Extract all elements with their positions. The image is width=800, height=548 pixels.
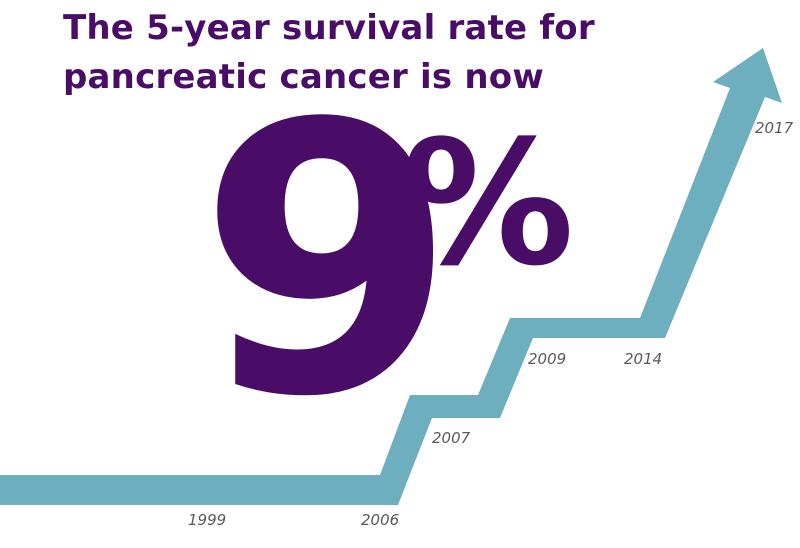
- year-label-2006: 2006: [361, 511, 399, 529]
- x-axis-tick-labels: 1999 2006 2007 2009 2014 2017: [188, 119, 794, 529]
- percent-sign: %: [402, 103, 575, 304]
- headline-line-1: The 5-year survival rate for: [63, 8, 595, 48]
- headline: The 5-year survival rate for pancreatic …: [63, 4, 623, 102]
- survival-rate-number: 9: [198, 45, 457, 478]
- year-label-2017: 2017: [755, 119, 794, 137]
- headline-line-2: pancreatic cancer is now: [63, 57, 544, 97]
- year-label-1999: 1999: [188, 511, 226, 529]
- trend-arrow: [0, 48, 782, 505]
- year-label-2014: 2014: [624, 350, 662, 368]
- year-label-2007: 2007: [432, 429, 471, 447]
- year-label-2009: 2009: [528, 350, 566, 368]
